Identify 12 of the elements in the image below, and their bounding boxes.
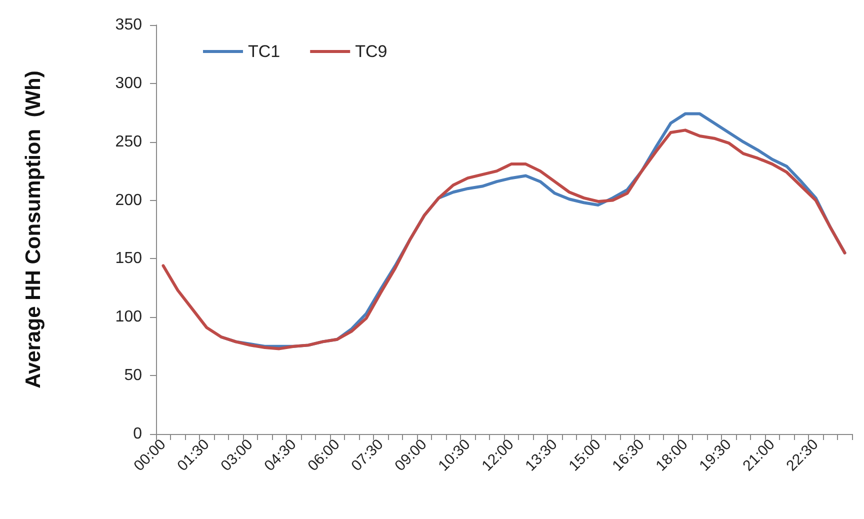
y-tick-label: 250 [115,133,142,150]
y-tick-label: 350 [115,16,142,34]
y-axis-title: Average HH Consumption (Wh) [22,70,45,388]
y-tick-label: 150 [115,250,142,268]
y-tick-label: 100 [115,308,142,326]
line-series [162,128,846,350]
y-tick-label: 300 [115,74,142,92]
legend-label: TC9 [355,42,388,61]
legend-label: TC1 [248,42,280,61]
y-tick-label: 50 [124,367,142,384]
y-tick-label: 0 [133,426,142,442]
y-tick-label: 200 [115,192,142,209]
